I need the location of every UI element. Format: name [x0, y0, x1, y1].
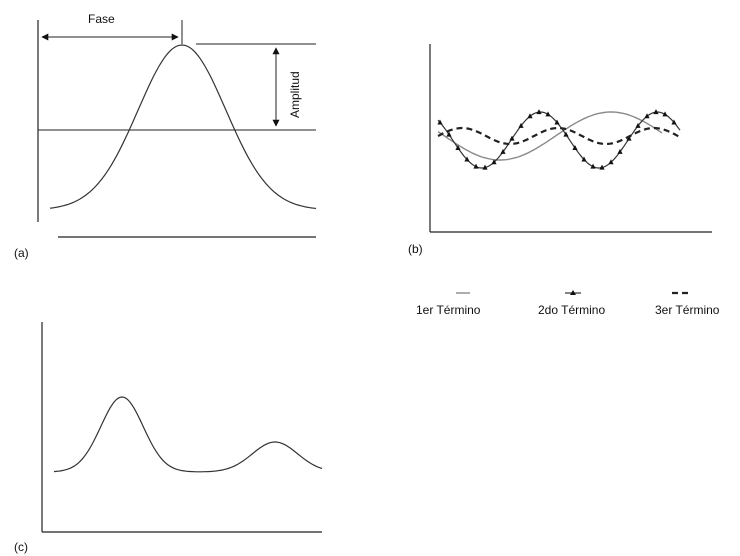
term2-marker — [455, 144, 461, 150]
panel-a-bell-curve — [49, 44, 317, 210]
term2-marker — [482, 164, 488, 170]
legend: 1er Término 2do Término 3er Término — [416, 290, 720, 317]
term2-marker — [590, 163, 596, 169]
legend-item-term2: 2do Término — [538, 290, 605, 317]
term2-marker — [635, 122, 641, 128]
term2-marker — [437, 119, 443, 125]
term2-marker — [527, 113, 533, 119]
term2-marker — [536, 109, 542, 115]
term2-marker — [518, 122, 524, 128]
term1-curve — [437, 111, 663, 161]
phase-label: Fase — [88, 12, 115, 26]
term2-marker — [563, 131, 569, 137]
legend-label-term3: 3er Término — [655, 303, 720, 317]
term2-marker — [446, 131, 452, 137]
term2-marker — [653, 109, 659, 115]
term2-curve — [437, 111, 681, 169]
legend-item-term1: 1er Término — [416, 292, 481, 317]
panel-c: (c) — [14, 322, 323, 554]
amplitude-label: Amplitud — [288, 71, 302, 118]
term2-marker — [464, 156, 470, 162]
term2-marker — [599, 164, 605, 170]
panel-c-label: (c) — [14, 540, 28, 554]
term2-marker — [572, 144, 578, 150]
panel-a: Fase Amplitud (a) — [14, 12, 317, 260]
term2-marker — [500, 148, 506, 154]
term2-marker — [617, 148, 623, 154]
term2-marker — [671, 119, 677, 125]
term2-marker — [581, 156, 587, 162]
term2-marker — [608, 159, 614, 165]
term2-marker — [662, 111, 668, 117]
panel-b-label: (b) — [408, 242, 423, 256]
panel-a-label: (a) — [14, 246, 29, 260]
term2-marker — [545, 111, 551, 117]
legend-label-term1: 1er Término — [416, 303, 481, 317]
legend-label-term2: 2do Término — [538, 303, 605, 317]
term2-marker — [644, 113, 650, 119]
term2-marker — [491, 159, 497, 165]
panel-b: (b) — [408, 44, 712, 256]
legend-marker-term2 — [570, 290, 576, 295]
term2-marker — [554, 119, 560, 125]
term2-marker — [626, 135, 632, 141]
term2-marker — [473, 163, 479, 169]
term2-marker — [509, 135, 515, 141]
term2-markers — [437, 109, 677, 170]
panel-c-sum-curve — [53, 396, 323, 473]
legend-item-term3: 3er Término — [655, 291, 720, 317]
term3-curve — [437, 126, 681, 146]
